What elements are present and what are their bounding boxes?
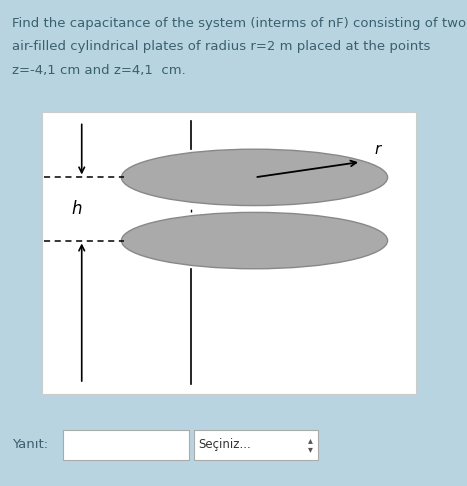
Text: Seçiniz...: Seçiniz... [198,438,251,451]
Text: r: r [374,142,381,157]
Text: air-filled cylindrical plates of radius r=2 m placed at the points: air-filled cylindrical plates of radius … [12,40,430,53]
Ellipse shape [121,212,388,269]
Bar [194,430,318,460]
Text: Find the capacitance of the system (interms of nF) consisting of two: Find the capacitance of the system (inte… [12,17,466,30]
Bar [42,112,416,394]
Bar [63,430,189,460]
Ellipse shape [121,149,388,206]
Text: h: h [72,200,82,218]
Text: ▴
▾: ▴ ▾ [308,435,313,454]
Text: Yanıt:: Yanıt: [12,438,48,451]
Text: z=-4,1 cm and z=4,1  cm.: z=-4,1 cm and z=4,1 cm. [12,64,185,77]
